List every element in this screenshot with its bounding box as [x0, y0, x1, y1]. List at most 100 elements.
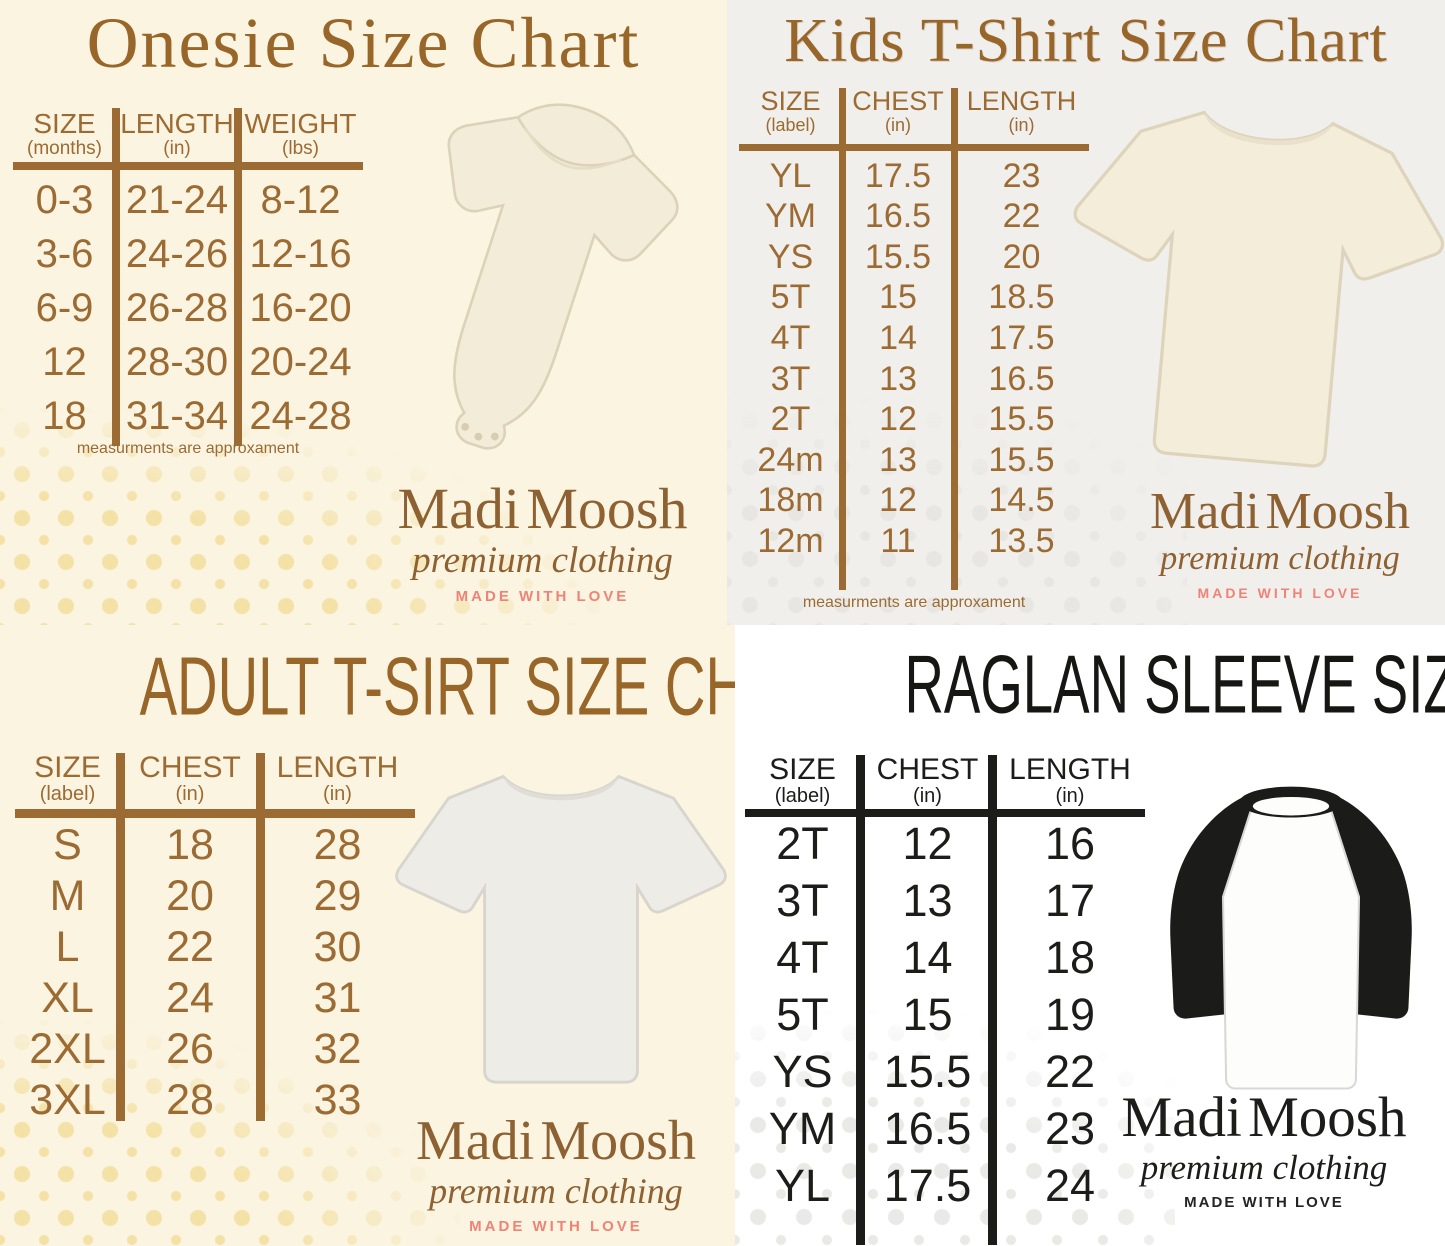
size-cell: 31-34 [125, 394, 229, 439]
table-header-rule [745, 809, 1145, 817]
size-cell: 17 [1044, 875, 1096, 927]
adult-tshirt-photo [388, 751, 734, 1099]
size-cell: 16.5 [864, 197, 932, 236]
size-cell: 13 [902, 875, 953, 927]
size-cell: 15.5 [883, 1046, 972, 1098]
size-cell: 18m [757, 481, 824, 520]
column-header: SIZE (label) [769, 753, 836, 807]
brand-tagline: premium clothing [429, 1171, 683, 1211]
raglan-panel: RAGLAN SLEEVE SIZE CHART SIZE(label) CHES… [735, 625, 1445, 1246]
brand-logo: Madi Moosh premium clothing MADE WITH LO… [1119, 483, 1441, 601]
size-cell: 22 [166, 922, 214, 971]
size-cell: 26 [166, 1024, 214, 1073]
table-divider [112, 108, 120, 446]
adult-size-table: SIZE (label) CHEST (in) LENGTH (in) S 18 28 M 20 2… [15, 751, 415, 1126]
kids-chart-title-text: Kids T-Shirt Size Chart [784, 7, 1388, 75]
column-header: SIZE (label) [760, 86, 821, 135]
size-cell: 5T [770, 278, 811, 317]
column-header: LENGTH (in) [276, 751, 399, 805]
size-cell: 16.5 [988, 359, 1055, 398]
adult-tshirt-panel: ADULT T-SIRT SIZE CHART SIZE(label) CHEST… [0, 625, 735, 1246]
size-cell: 0-3 [35, 178, 94, 223]
table-header-row: SIZE (label) CHEST (in) LENGTH (in) [739, 86, 1089, 135]
size-cell: 4T [770, 319, 811, 358]
size-cell: 6-9 [35, 286, 94, 331]
size-cell: 16-20 [249, 286, 352, 331]
size-cell: 24-26 [125, 232, 229, 277]
size-cell: 16 [1044, 818, 1096, 870]
size-cell: YM [765, 197, 816, 236]
adult-chart-title-text: ADULT T-SIRT SIZE CHART [139, 639, 735, 733]
column-header: SIZE (months) [27, 108, 102, 159]
size-cell: S [53, 820, 82, 869]
size-cell: 16.5 [883, 1103, 972, 1155]
size-cell: 12 [902, 818, 953, 870]
size-cell: YL [769, 156, 812, 195]
size-cell: 20 [1002, 237, 1041, 276]
size-cell: 18.5 [988, 278, 1055, 317]
brand-name: Madi Moosh [397, 476, 688, 541]
size-cell: 15 [902, 989, 953, 1041]
size-cell: 24 [166, 973, 214, 1022]
size-cell: M [49, 871, 86, 920]
size-cell: 17.5 [988, 319, 1055, 358]
table-divider [256, 753, 265, 1121]
size-cell: 3T [776, 875, 829, 927]
measurement-note: measurments are approxament [76, 440, 300, 457]
size-cell: 12 [42, 340, 87, 385]
brand-logo: Madi Moosh premium clothing MADE WITH LO… [365, 476, 720, 605]
size-cell: 18 [1044, 932, 1096, 984]
size-cell: 14.5 [988, 481, 1055, 520]
size-cell: 28 [313, 820, 362, 869]
table-divider [856, 755, 865, 1245]
size-cell: 28-30 [125, 340, 229, 385]
size-cell: 13 [879, 359, 917, 398]
brand-motto: MADE WITH LOVE [1197, 585, 1363, 601]
size-cell: 30 [313, 922, 362, 971]
size-cell: 17.5 [883, 1160, 972, 1212]
size-cell: 20 [166, 871, 214, 920]
size-cell: 24-28 [249, 394, 352, 439]
size-cell: 26-28 [125, 286, 229, 331]
brand-tagline: premium clothing [412, 540, 673, 581]
column-header: CHEST (in) [876, 753, 979, 807]
brand-name: Madi Moosh [1150, 483, 1410, 540]
size-cell: YL [774, 1160, 831, 1212]
table-divider [116, 753, 125, 1121]
brand-logo: Madi Moosh premium clothing MADE WITH LO… [386, 1113, 726, 1234]
size-cell: YM [768, 1103, 837, 1155]
size-cell: 2T [776, 818, 829, 870]
raglan-chart-title: RAGLAN SLEEVE SIZE CHART [735, 637, 1445, 731]
brand-motto: MADE WITH LOVE [469, 1218, 643, 1235]
brand-logo: Madi Moosh premium clothing MADE WITH LO… [1083, 1089, 1445, 1210]
column-header: SIZE (label) [34, 751, 101, 805]
column-header: CHEST (in) [139, 751, 241, 805]
size-cell: 14 [879, 319, 917, 358]
column-header: LENGTH (in) [966, 86, 1077, 135]
size-cell: XL [41, 973, 94, 1022]
size-cell: 8-12 [260, 178, 341, 223]
table-divider [951, 88, 958, 590]
size-cell: 24m [757, 440, 824, 479]
column-header: CHEST (in) [852, 86, 944, 135]
size-cell: 20-24 [249, 340, 352, 385]
kids-chart-title: Kids T-Shirt Size Chart [727, 6, 1445, 77]
size-cell: YS [772, 1046, 833, 1098]
size-cell: 3XL [29, 1075, 106, 1124]
size-cell: 2T [770, 400, 811, 439]
size-cell: 22 [1002, 197, 1041, 236]
size-cell: 13.5 [988, 522, 1055, 561]
size-cell: 14 [902, 932, 953, 984]
brand-motto: MADE WITH LOVE [455, 588, 630, 605]
onesie-size-table: SIZE (months) LENGTH (in) WEIGHT (lbs) 0-3 21-… [13, 108, 363, 457]
raglan-shirt-photo [1135, 765, 1445, 1105]
table-header-row: SIZE (months) LENGTH (in) WEIGHT (lbs) [13, 108, 363, 159]
brand-tagline: premium clothing [1140, 1148, 1388, 1187]
raglan-chart-title-text: RAGLAN SLEEVE SIZE CHART [904, 637, 1445, 731]
size-cell: 12 [879, 481, 917, 520]
size-cell: 3-6 [35, 232, 94, 277]
brand-name: Madi Moosh [416, 1110, 696, 1172]
size-cell: 21-24 [125, 178, 229, 223]
onesie-chart-title: Onesie Size Chart [0, 2, 727, 85]
